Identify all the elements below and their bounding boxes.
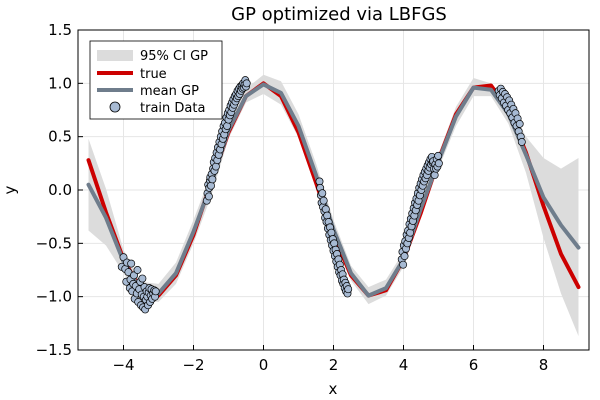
legend-item-true: true [140, 67, 167, 82]
x-axis-label: x [329, 380, 338, 398]
legend-item-train: train Data [140, 101, 205, 116]
legend: 95% CI GP true mean GP train Data [89, 40, 223, 120]
y-tick-label: 1.0 [48, 74, 72, 92]
train-data-point [207, 181, 215, 190]
y-tick-label: −0.5 [36, 234, 72, 252]
y-tick-label: −1.0 [36, 288, 72, 306]
legend-swatch-train [109, 101, 121, 113]
train-data-point [223, 122, 232, 130]
train-data-point [321, 205, 330, 214]
train-data-point [517, 138, 526, 146]
chart-title: GP optimized via LBFGS [231, 4, 447, 25]
plot-frame [77, 29, 590, 351]
x-tick-label: 6 [469, 356, 479, 374]
x-tick-labels: −4 −2 0 2 4 6 8 [112, 356, 548, 374]
x-tick-label: 8 [539, 356, 549, 374]
y-tick-label: 1.5 [48, 21, 72, 39]
train-data-point [406, 228, 415, 237]
train-data-point [208, 175, 217, 184]
train-data-point [318, 189, 327, 198]
train-data-point [242, 79, 251, 88]
train-data-point [151, 287, 160, 296]
legend-swatch-ci [97, 50, 133, 61]
y-tick-label: 0.0 [48, 181, 72, 199]
x-tick-label: −4 [112, 356, 134, 374]
train-data-point [133, 266, 142, 274]
train-data-point [434, 151, 443, 160]
train-data-point [319, 196, 328, 205]
train-data-point [430, 171, 439, 180]
train-data-point [327, 228, 336, 237]
train-data-point [434, 159, 443, 168]
x-tick-label: 4 [399, 356, 409, 374]
legend-item-ci: 95% CI GP [140, 49, 208, 64]
train-data-point [323, 211, 332, 220]
y-tick-label: 0.5 [48, 128, 72, 146]
train-data-point [127, 259, 136, 268]
train-data-point [399, 260, 408, 269]
train-data-point [138, 274, 147, 283]
y-tick-labels: −1.5 −1.0 −0.5 0.0 0.5 1.0 1.5 [36, 21, 72, 359]
x-tick-label: 0 [259, 356, 269, 374]
y-axis-label: y [1, 185, 19, 194]
x-tick-label: −2 [182, 356, 204, 374]
train-data-point [400, 252, 409, 261]
train-data-point [211, 162, 220, 171]
legend-item-mean: mean GP [140, 84, 199, 99]
train-data-point [330, 239, 339, 248]
train-data-point [344, 285, 353, 294]
train-data-point [204, 192, 213, 201]
train-points-layer [117, 76, 526, 314]
train-data-point [515, 119, 524, 128]
y-tick-label: −1.5 [36, 341, 72, 359]
x-tick-label: 2 [329, 356, 339, 374]
